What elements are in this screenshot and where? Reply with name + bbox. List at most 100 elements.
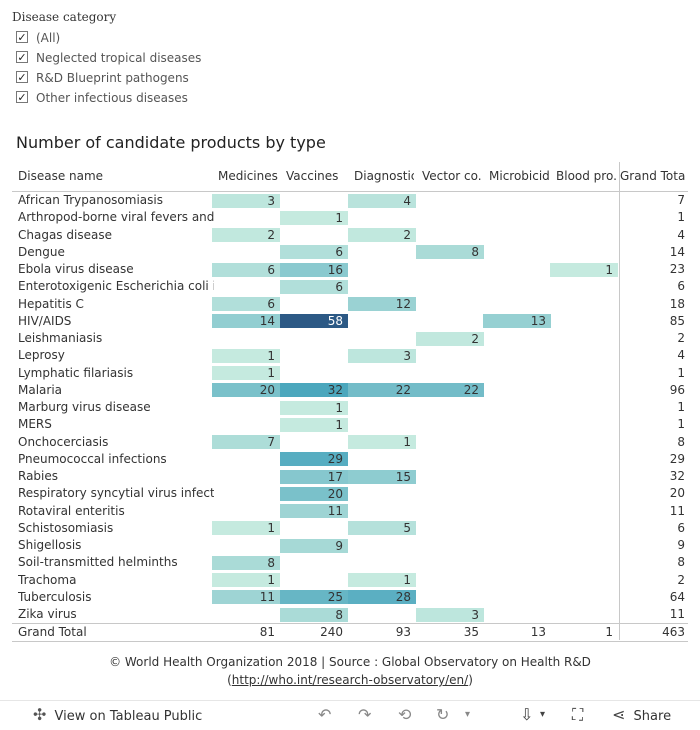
heatmap-cell[interactable]: 1 <box>280 400 348 415</box>
row-disease-name[interactable]: Arthropod-borne viral fevers and.. <box>18 210 214 225</box>
heatmap-cell[interactable]: 16 <box>280 262 348 277</box>
header-column-5[interactable]: Microbicid.. <box>489 169 549 183</box>
heatmap-cell[interactable]: 11 <box>280 504 348 518</box>
row-disease-name[interactable]: Leishmaniasis <box>18 331 103 345</box>
row-disease-name[interactable]: Shigellosis <box>18 538 82 552</box>
header-column-4[interactable]: Vector co.. <box>422 169 482 183</box>
heatmap-cell[interactable]: 1 <box>212 521 280 536</box>
heatmap-cell[interactable]: 12 <box>348 297 416 311</box>
refresh-dropdown-icon[interactable]: ▾ <box>465 709 471 720</box>
row-disease-name[interactable]: African Trypanosomiasis <box>18 193 163 207</box>
download-dropdown-icon[interactable]: ▾ <box>540 709 546 720</box>
row-disease-name[interactable]: Enterotoxigenic Escherichia coli i.. <box>18 279 214 294</box>
heatmap-cell[interactable]: 6 <box>280 279 348 294</box>
heatmap-cell[interactable]: 20 <box>280 486 348 501</box>
heatmap-cell[interactable]: 8 <box>280 607 348 622</box>
row-grand-total: 23 <box>669 262 685 276</box>
heatmap-cell[interactable]: 11 <box>212 590 280 605</box>
heatmap-cell[interactable]: 25 <box>280 590 348 605</box>
row-disease-name[interactable]: Rabies <box>18 469 59 483</box>
heatmap-cell[interactable]: 3 <box>348 348 416 363</box>
heatmap-cell[interactable]: 7 <box>212 435 280 449</box>
heatmap-cell[interactable]: 22 <box>416 383 484 398</box>
heatmap-cell[interactable]: 14 <box>212 314 280 329</box>
checkbox-checked-icon[interactable]: ✓ <box>16 31 28 44</box>
row-disease-name[interactable]: Soil-transmitted helminths <box>18 555 178 570</box>
heatmap-cell[interactable]: 1 <box>280 210 348 225</box>
row-disease-name[interactable]: Tuberculosis <box>18 589 92 604</box>
checkbox-checked-icon[interactable]: ✓ <box>16 71 28 84</box>
heatmap-cell[interactable]: 58 <box>280 314 348 329</box>
source-link[interactable]: http://who.int/research-observatory/en/ <box>231 673 469 687</box>
heatmap-cell[interactable]: 20 <box>212 383 280 398</box>
redo-icon[interactable]: ↷ <box>358 705 372 724</box>
header-column-2[interactable]: Vaccines <box>286 169 339 183</box>
row-disease-name[interactable]: Rotaviral enteritis <box>18 503 125 518</box>
heatmap-cell[interactable]: 29 <box>280 452 348 467</box>
row-disease-name[interactable]: Leprosy <box>18 348 65 363</box>
heatmap-cell[interactable]: 17 <box>280 469 348 484</box>
heatmap-cell[interactable]: 8 <box>416 245 484 260</box>
row-disease-name[interactable]: Onchocerciasis <box>18 434 109 449</box>
heatmap-cell[interactable]: 6 <box>280 245 348 260</box>
heatmap-cell[interactable]: 6 <box>212 297 280 311</box>
view-on-tableau-button[interactable]: ✣ View on Tableau Public <box>33 701 202 728</box>
heatmap-cell[interactable]: 5 <box>348 521 416 536</box>
footer-source: © World Health Organization 2018 | Sourc… <box>109 655 591 669</box>
heatmap-cell[interactable]: 2 <box>416 331 484 346</box>
share-button[interactable]: ⋖ Share <box>612 701 671 728</box>
heatmap-cell[interactable]: 22 <box>348 383 416 398</box>
header-column-1[interactable]: Medicines <box>218 169 278 183</box>
heatmap-cell[interactable]: 1 <box>348 435 416 449</box>
row-disease-name[interactable]: Lymphatic filariasis <box>18 365 134 380</box>
heatmap-cell[interactable]: 2 <box>212 228 280 242</box>
row-disease-name[interactable]: Marburg virus disease <box>18 400 151 414</box>
heatmap-cell[interactable]: 32 <box>280 383 348 398</box>
heatmap-cell[interactable]: 9 <box>280 538 348 553</box>
row-disease-name[interactable]: Dengue <box>18 244 65 259</box>
row-disease-name[interactable]: Trachoma <box>18 572 77 587</box>
row-grand-total: 8 <box>677 434 685 449</box>
heatmap-cell[interactable]: 28 <box>348 590 416 605</box>
heatmap-cell[interactable]: 13 <box>483 314 551 329</box>
header-column-3[interactable]: Diagnostics <box>354 169 414 183</box>
heatmap-cell[interactable]: 1 <box>280 417 348 432</box>
row-disease-name[interactable]: Respiratory syncytial virus infect.. <box>18 486 214 501</box>
download-icon[interactable]: ⇩ <box>520 705 534 724</box>
heatmap-cell[interactable]: 1 <box>348 573 416 587</box>
refresh-icon[interactable]: ↻ <box>436 705 450 724</box>
heatmap-cell[interactable]: 4 <box>348 193 416 208</box>
heatmap-cell[interactable]: 2 <box>348 228 416 242</box>
heatmap-cell[interactable]: 3 <box>212 193 280 208</box>
filter-option-neglected-tropical[interactable]: ✓ Neglected tropical diseases <box>12 49 201 69</box>
undo-icon[interactable]: ↶ <box>318 705 332 724</box>
heatmap-cell[interactable]: 15 <box>348 469 416 484</box>
heatmap-cell[interactable]: 3 <box>416 607 484 622</box>
row-disease-name[interactable]: Schistosomiasis <box>18 520 114 535</box>
checkbox-checked-icon[interactable]: ✓ <box>16 51 28 64</box>
header-column-6[interactable]: Blood pro.. <box>556 169 616 183</box>
row-disease-name[interactable]: Hepatitis C <box>18 296 84 311</box>
checkbox-checked-icon[interactable]: ✓ <box>16 91 28 104</box>
row-disease-name[interactable]: Chagas disease <box>18 227 112 242</box>
filter-option-other-infectious[interactable]: ✓ Other infectious diseases <box>12 89 201 109</box>
row-disease-name[interactable]: Pneumococcal infections <box>18 451 167 466</box>
heatmap-cell[interactable]: 1 <box>550 262 618 277</box>
column-grand-total: 240 <box>320 625 343 640</box>
filter-option-all[interactable]: ✓ (All) <box>12 29 201 49</box>
row-disease-name[interactable]: HIV/AIDS <box>18 313 72 328</box>
share-icon: ⋖ <box>612 705 626 724</box>
heatmap-cell[interactable]: 8 <box>212 555 280 570</box>
heatmap-cell[interactable]: 1 <box>212 573 280 587</box>
heatmap-cell[interactable]: 1 <box>212 348 280 363</box>
fullscreen-icon[interactable]: ⛶ <box>572 705 584 724</box>
heatmap-cell[interactable]: 6 <box>212 262 280 277</box>
row-grand-total: 2 <box>677 331 685 345</box>
heatmap-cell[interactable]: 1 <box>212 366 280 380</box>
row-disease-name[interactable]: Malaria <box>18 382 63 397</box>
row-disease-name[interactable]: Ebola virus disease <box>18 262 134 276</box>
row-disease-name[interactable]: MERS <box>18 417 52 432</box>
row-disease-name[interactable]: Zika virus <box>18 607 77 621</box>
filter-option-rd-blueprint[interactable]: ✓ R&D Blueprint pathogens <box>12 69 201 89</box>
revert-icon[interactable]: ⟲ <box>398 705 412 724</box>
